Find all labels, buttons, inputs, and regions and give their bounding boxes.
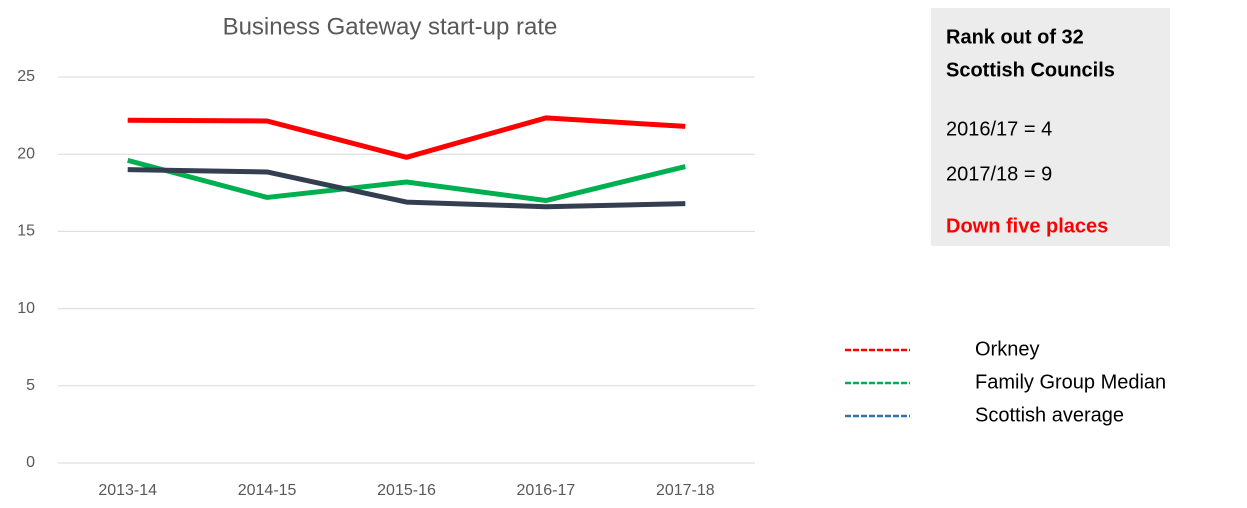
rank-heading: Rank out of 32 bbox=[946, 26, 1084, 48]
legend-label: Orkney bbox=[975, 338, 1039, 360]
legend-label: Family Group Median bbox=[975, 371, 1166, 393]
series-line bbox=[127, 157, 686, 204]
chart-title: Business Gateway start-up rate bbox=[223, 13, 558, 40]
y-tick-label: 20 bbox=[17, 145, 35, 162]
x-tick-label: 2016-17 bbox=[517, 482, 576, 499]
legend-label: Scottish average bbox=[975, 404, 1124, 426]
series-line bbox=[127, 115, 686, 160]
rank-note: Down five places bbox=[946, 215, 1108, 237]
rank-box bbox=[931, 8, 1170, 246]
y-tick-label: 15 bbox=[17, 223, 35, 240]
x-tick-label: 2014-15 bbox=[238, 482, 297, 499]
y-tick-label: 10 bbox=[17, 300, 35, 317]
rank-line: 2016/17 = 4 bbox=[946, 118, 1052, 140]
y-tick-label: 0 bbox=[26, 454, 35, 471]
rank-heading: Scottish Councils bbox=[946, 59, 1115, 81]
series-line bbox=[127, 167, 686, 210]
x-tick-label: 2015-16 bbox=[377, 482, 436, 499]
y-tick-label: 25 bbox=[17, 68, 35, 85]
y-tick-label: 5 bbox=[26, 377, 35, 394]
x-tick-label: 2017-18 bbox=[656, 482, 715, 499]
rank-line: 2017/18 = 9 bbox=[946, 163, 1052, 185]
x-tick-label: 2013-14 bbox=[98, 482, 157, 499]
